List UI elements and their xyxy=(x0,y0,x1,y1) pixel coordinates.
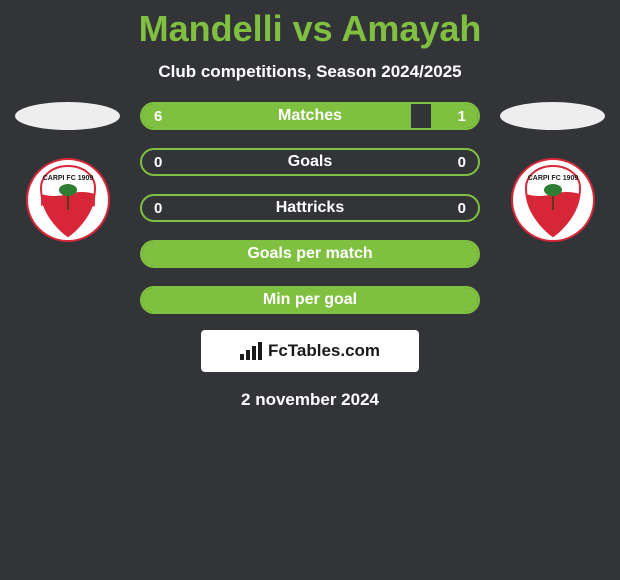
stat-label: Hattricks xyxy=(142,196,478,220)
right-player-col: CARPI FC 1909 xyxy=(500,102,605,242)
stat-label: Goals per match xyxy=(142,242,478,266)
svg-text:CARPI FC 1909: CARPI FC 1909 xyxy=(527,175,578,182)
left-player-col: CARPI FC 1909 xyxy=(15,102,120,242)
left-club-crest: CARPI FC 1909 xyxy=(26,158,110,242)
stat-bar-hattricks: 0 Hattricks 0 xyxy=(140,194,480,222)
stat-value-right: 1 xyxy=(458,104,466,128)
watermark-text: FcTables.com xyxy=(268,341,380,361)
watermark: FcTables.com xyxy=(201,330,419,372)
comparison-panel: Mandelli vs Amayah Club competitions, Se… xyxy=(0,0,620,410)
stat-label: Goals xyxy=(142,150,478,174)
stat-label: Min per goal xyxy=(142,288,478,312)
stat-label: Matches xyxy=(142,104,478,128)
page-subtitle: Club competitions, Season 2024/2025 xyxy=(0,62,620,82)
date-text: 2 november 2024 xyxy=(0,390,620,410)
left-player-shadow xyxy=(15,102,120,130)
bar-chart-icon xyxy=(240,342,262,360)
page-title: Mandelli vs Amayah xyxy=(0,8,620,50)
stat-bar-matches: 6 Matches 1 xyxy=(140,102,480,130)
stat-value-right: 0 xyxy=(458,196,466,220)
right-player-shadow xyxy=(500,102,605,130)
stats-column: 6 Matches 1 0 Goals 0 0 Hattricks 0 Go xyxy=(140,102,480,314)
stat-bar-min-per-goal: Min per goal xyxy=(140,286,480,314)
right-club-crest: CARPI FC 1909 xyxy=(511,158,595,242)
main-row: CARPI FC 1909 6 Matches 1 0 Goals 0 xyxy=(0,102,620,314)
svg-text:CARPI FC 1909: CARPI FC 1909 xyxy=(42,175,93,182)
stat-bar-goals: 0 Goals 0 xyxy=(140,148,480,176)
stat-value-right: 0 xyxy=(458,150,466,174)
stat-bar-goals-per-match: Goals per match xyxy=(140,240,480,268)
